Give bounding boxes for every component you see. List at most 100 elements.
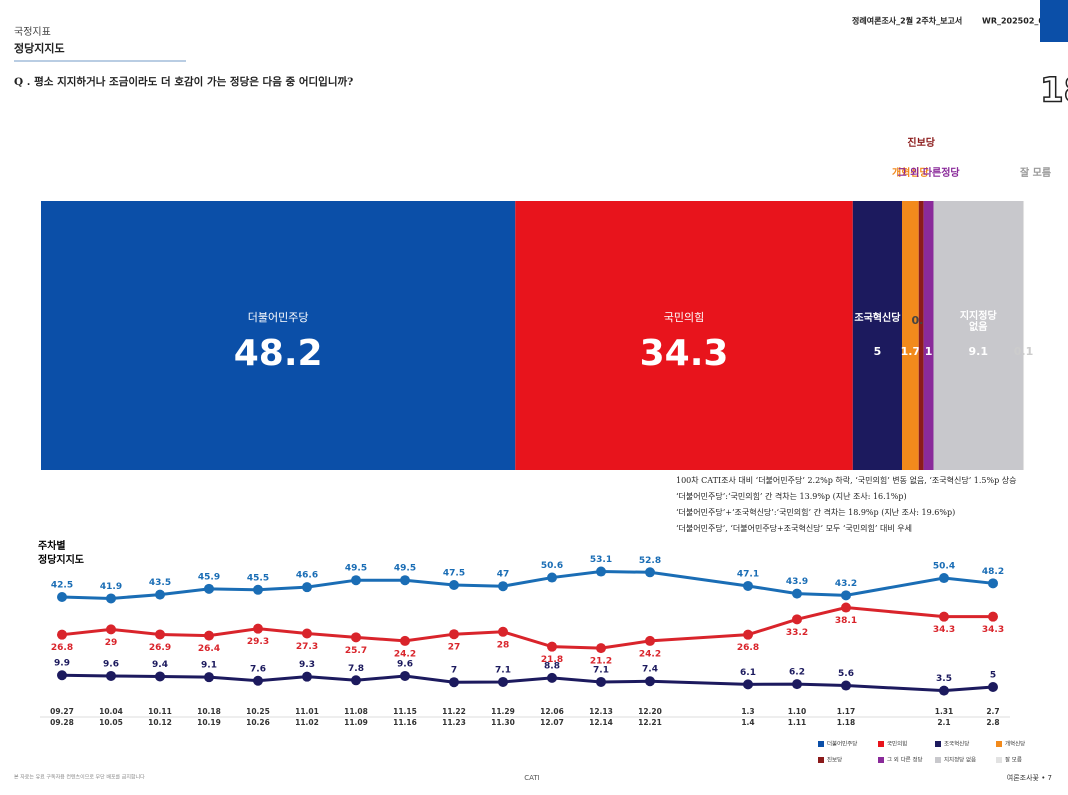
value-label: 7.6: [250, 664, 266, 674]
footer-method: CATI: [524, 774, 539, 782]
point: [939, 611, 949, 622]
point: [498, 626, 508, 637]
question: Q . 평소 지지하거나 조금이라도 더 호감이 가는 정당은 다음 중 어디입…: [14, 75, 353, 88]
bar-segment: [918, 201, 924, 470]
value-label: 50.6: [541, 561, 563, 571]
point: [792, 679, 802, 690]
x-tick-label: 10.26: [246, 718, 270, 727]
x-tick-label: 12.14: [589, 718, 613, 727]
value-label: 9.6: [103, 659, 119, 669]
point: [645, 676, 655, 687]
bar-segment: [41, 201, 516, 470]
value-label: 7.8: [348, 664, 364, 674]
point: [939, 685, 949, 696]
bar-segment: [852, 201, 902, 470]
chart-title: 정당지지도: [38, 553, 84, 566]
point: [596, 676, 606, 687]
x-tick-label: 11.09: [344, 718, 368, 727]
legend-swatch: [996, 741, 1002, 747]
value-label: 29: [105, 638, 118, 648]
x-tick-label: 11.22: [442, 707, 466, 716]
value-label: 24.2: [394, 649, 416, 659]
point: [351, 675, 361, 686]
point: [204, 583, 214, 594]
value-label: 26.4: [198, 644, 220, 654]
point: [743, 580, 753, 591]
point: [596, 566, 606, 577]
value-label: 6.1: [740, 668, 756, 678]
x-tick-label: 11.08: [344, 707, 368, 716]
x-tick-label: 1.10: [788, 707, 807, 716]
x-tick-label: 2.7: [986, 707, 999, 716]
value-label: 47.1: [737, 569, 759, 579]
point: [498, 581, 508, 592]
point: [400, 635, 410, 646]
point: [449, 677, 459, 688]
point: [204, 672, 214, 683]
point: [988, 578, 998, 589]
legend-label: 개혁신당: [1005, 740, 1025, 748]
value-label: 46.6: [296, 571, 318, 581]
value-label: 5: [874, 345, 882, 358]
legend-swatch: [996, 757, 1002, 763]
point: [547, 572, 557, 583]
value-label: 6.2: [789, 668, 805, 678]
value-label: 34.3: [982, 625, 1004, 635]
legend-swatch: [818, 757, 824, 763]
x-tick-label: 12.06: [540, 707, 564, 716]
value-label: 7.1: [593, 665, 609, 675]
point: [351, 575, 361, 586]
bar-segment: [923, 201, 934, 470]
legend-label: 더불어민주당: [827, 740, 857, 748]
value-label: 48.2: [234, 333, 323, 374]
badge: [1040, 0, 1068, 42]
value-label: 49.5: [345, 564, 367, 574]
value-label: 29.3: [247, 637, 269, 647]
x-tick-label: 11.30: [491, 718, 515, 727]
footer-brand: 여론조사꽃 • 7: [1007, 773, 1052, 782]
legend-swatch: [878, 741, 884, 747]
x-tick-label: 1.31: [935, 707, 954, 716]
x-tick-label: 12.07: [540, 718, 564, 727]
point: [155, 629, 165, 640]
value-label: 38.1: [835, 616, 857, 626]
point: [302, 671, 312, 682]
point: [596, 643, 606, 654]
legend-label: 국민의힘: [887, 740, 907, 748]
value-label: 5: [990, 671, 996, 681]
value-label: 34.3: [640, 333, 729, 374]
value-label: 34.3: [933, 625, 955, 635]
section: 국정지표: [14, 26, 51, 38]
annotation: ‘더불어민주당’:‘국민의힘’ 간 격차는 13.9%p (지난 조사: 16.…: [676, 491, 907, 501]
x-tick-label: 09.28: [50, 718, 74, 727]
value-label: 47: [497, 570, 510, 580]
x-tick-label: 11.29: [491, 707, 515, 716]
point: [841, 680, 851, 691]
point: [449, 580, 459, 590]
series-line: [61, 673, 994, 693]
value-label: 28: [497, 640, 510, 650]
x-tick-label: 10.25: [246, 707, 270, 716]
segment-name: 국민의힘: [664, 311, 704, 324]
point: [939, 573, 949, 584]
x-tick-label: 10.18: [197, 707, 221, 716]
value-label: 7.1: [495, 665, 511, 675]
page-badge: 18: [1040, 71, 1068, 111]
value-label: 9.1: [969, 345, 989, 358]
point: [204, 630, 214, 641]
annotation: 100차 CATI조사 대비 ‘더불어민주당’ 2.2%p 하락, ‘국민의힘’…: [676, 475, 1017, 485]
point: [988, 682, 998, 692]
legend-label: 조국혁신당: [944, 740, 969, 748]
segment-name: 잘 모름: [1020, 167, 1051, 179]
value-label: 27: [448, 643, 461, 653]
value-label: 49.5: [394, 564, 416, 574]
x-tick-label: 10.04: [99, 707, 123, 716]
point: [547, 641, 557, 652]
bar-segment: [902, 201, 919, 470]
value-label: 7: [451, 666, 457, 676]
value-label: 45.9: [198, 572, 220, 582]
x-tick-label: 2.1: [937, 718, 950, 727]
x-tick-label: 11.23: [442, 718, 466, 727]
point: [841, 602, 851, 613]
x-tick-label: 12.20: [638, 707, 662, 716]
